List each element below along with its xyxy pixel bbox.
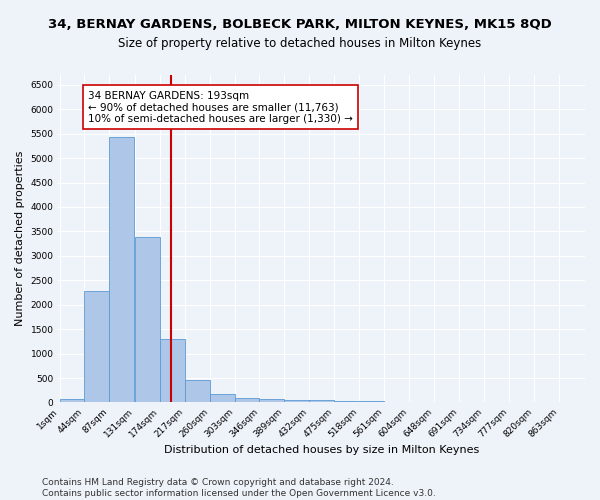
Text: 34 BERNAY GARDENS: 193sqm
← 90% of detached houses are smaller (11,763)
10% of s: 34 BERNAY GARDENS: 193sqm ← 90% of detac… (88, 90, 353, 124)
Y-axis label: Number of detached properties: Number of detached properties (15, 151, 25, 326)
X-axis label: Distribution of detached houses by size in Milton Keynes: Distribution of detached houses by size … (164, 445, 479, 455)
Bar (209, 394, 235, 402)
Bar (185, 380, 209, 402)
Bar (235, 398, 259, 402)
Bar (109, 137, 134, 402)
Text: 34, BERNAY GARDENS, BOLBECK PARK, MILTON KEYNES, MK15 8QD: 34, BERNAY GARDENS, BOLBECK PARK, MILTON… (48, 18, 552, 30)
Text: Size of property relative to detached houses in Milton Keynes: Size of property relative to detached ho… (118, 38, 482, 51)
Bar (160, 339, 185, 402)
Bar (309, 400, 334, 402)
Bar (85, 291, 109, 403)
Bar (334, 400, 359, 402)
Bar (359, 401, 384, 402)
Text: Contains HM Land Registry data © Crown copyright and database right 2024.
Contai: Contains HM Land Registry data © Crown c… (42, 478, 436, 498)
Bar (59, 399, 85, 402)
Bar (259, 398, 284, 402)
Bar (135, 238, 160, 402)
Bar (284, 400, 309, 402)
